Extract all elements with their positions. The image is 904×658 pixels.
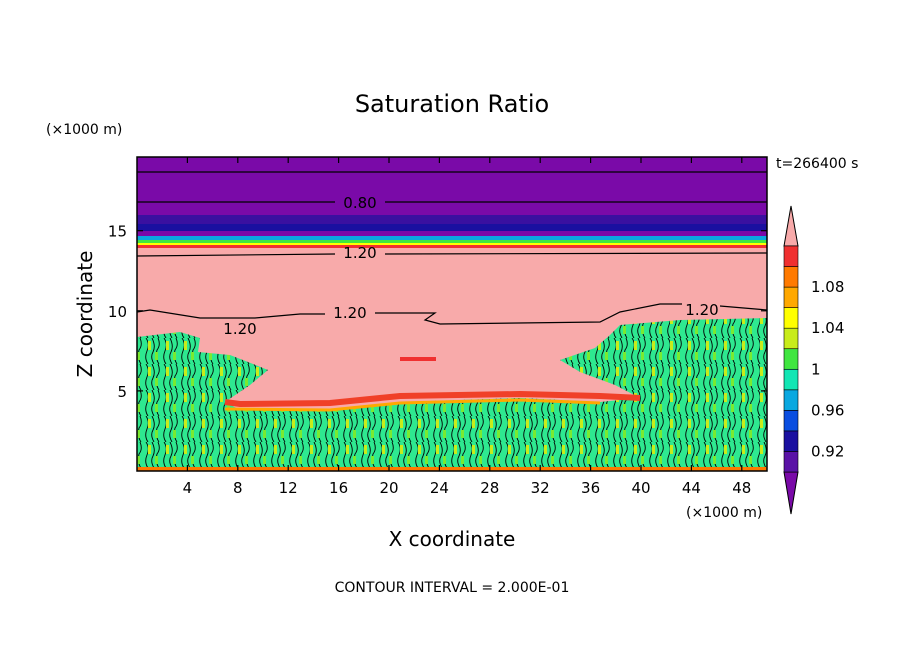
colorbar-label: 0.96 [811, 401, 844, 419]
y-axis-label: Z coordinate [73, 251, 97, 378]
plot-frame [136, 156, 768, 472]
field-edge-red [224, 390, 641, 408]
x-tick-label: 24 [430, 479, 449, 497]
x-tick-label: 28 [480, 479, 499, 497]
contour-label-120-c: 1.20 [223, 320, 256, 338]
contour-interval-text: CONTOUR INTERVAL = 2.000E-01 [335, 580, 570, 596]
colorbar-swatch [783, 451, 799, 473]
y-tick-label: 5 [117, 383, 127, 401]
x-tick-label: 16 [329, 479, 348, 497]
contour-line-120-lower [137, 303, 767, 325]
x-tick-label: 48 [732, 479, 751, 497]
colorbar-swatch [783, 348, 799, 370]
x-axis-ticks: 4 8 12 16 20 24 28 32 36 40 44 48 [183, 157, 751, 497]
x-tick-label: 36 [581, 479, 600, 497]
contour-line-120-upper [137, 252, 767, 257]
x-tick-label: 4 [183, 479, 193, 497]
colorbar-swatch [783, 245, 799, 267]
field-band-red [137, 245, 767, 248]
colorbar-swatch [783, 410, 799, 432]
y-axis-ticks: 5 10 15 [108, 223, 767, 401]
x-tick-label: 44 [682, 479, 701, 497]
x-tick-label: 12 [279, 479, 298, 497]
field-patch-red [400, 357, 436, 361]
contour-label-120-b: 1.20 [333, 304, 366, 322]
colorbar-label: 0.92 [811, 442, 844, 460]
y-tick-label: 15 [108, 223, 127, 241]
colorbar-label: 1.04 [811, 319, 844, 337]
field-lower-turbulent [137, 318, 767, 471]
contour-label-080: 0.80 [343, 194, 376, 212]
field-band-purple [137, 231, 767, 236]
colorbar-swatch [783, 307, 799, 329]
colorbar-swatch [783, 368, 799, 391]
field-bottom-strip [137, 467, 767, 471]
field-band-green [137, 240, 767, 243]
plot-area [137, 157, 767, 471]
colorbar-swatch [783, 327, 799, 350]
field-band-yellow [137, 243, 767, 245]
x-unit-label: (×1000 m) [686, 505, 762, 521]
field-band-dark [137, 215, 767, 225]
colorbar-label: 1.08 [811, 278, 844, 296]
y-unit-label: (×1000 m) [46, 122, 122, 138]
colorbar-arrow-high [783, 205, 799, 247]
colorbar-swatch [783, 286, 799, 308]
chart-title: Saturation Ratio [355, 90, 549, 118]
contour-label-120-a: 1.20 [343, 244, 376, 262]
colorbar: 0.92 0.96 1 1.04 1.08 [783, 205, 844, 515]
field-band-blue [137, 224, 767, 232]
x-tick-label: 40 [631, 479, 650, 497]
field-band-cyan [137, 236, 767, 240]
colorbar-swatch [783, 266, 799, 288]
time-label: t=266400 s [776, 156, 858, 172]
x-tick-label: 8 [233, 479, 243, 497]
x-tick-label: 32 [531, 479, 550, 497]
colorbar-swatch [783, 430, 799, 452]
colorbar-swatch [783, 389, 799, 411]
x-axis-label: X coordinate [389, 527, 516, 551]
colorbar-arrow-low [783, 471, 799, 515]
field-upper-layer [137, 157, 767, 217]
contour-label-120-d: 1.20 [685, 301, 718, 319]
field-edge-orange [224, 398, 601, 412]
colorbar-label: 1 [811, 360, 821, 378]
x-tick-label: 20 [379, 479, 398, 497]
y-tick-label: 10 [108, 303, 127, 321]
